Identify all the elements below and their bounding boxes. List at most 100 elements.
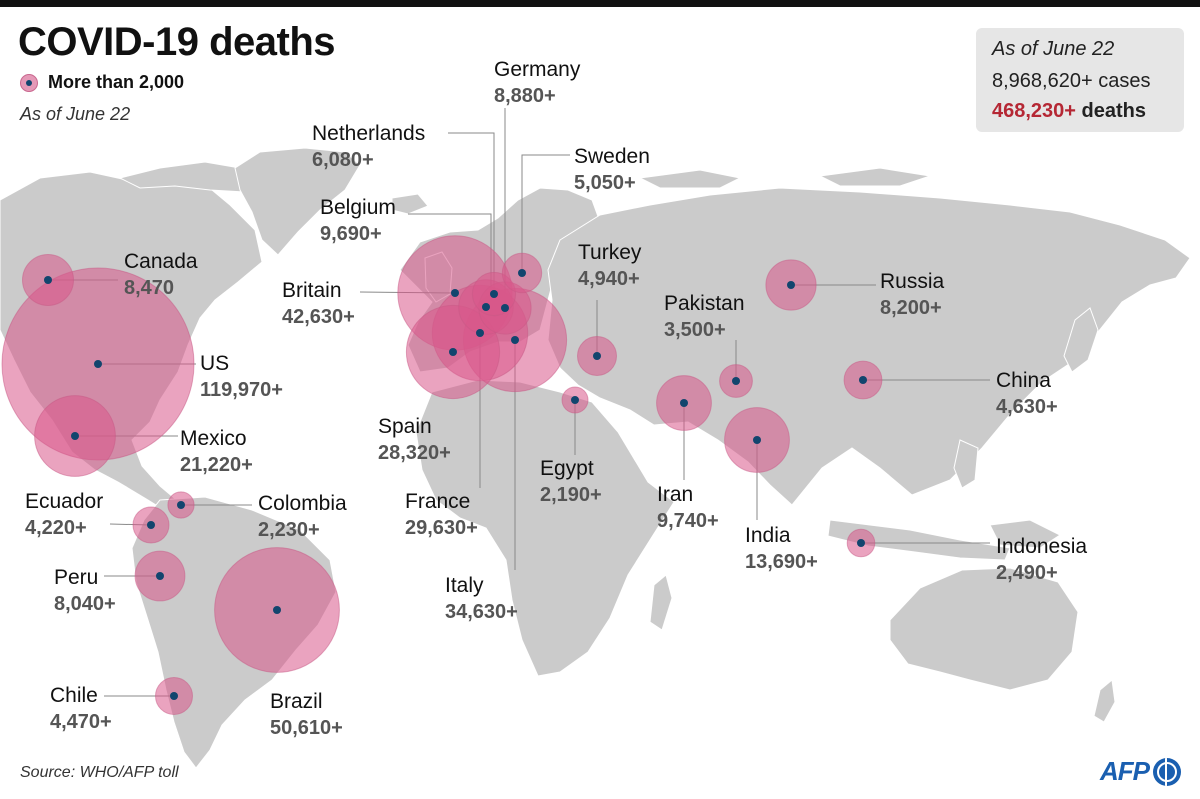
us-dot <box>94 360 102 368</box>
us-deaths-value: 119,970+ <box>200 379 283 401</box>
russia-dot <box>787 281 795 289</box>
turkey-dot <box>593 352 601 360</box>
spain-name-label: Spain <box>378 415 432 438</box>
belgium-dot <box>482 303 490 311</box>
summary-deaths-value: 468,230+ <box>992 100 1076 122</box>
ecuador-dot <box>147 521 155 529</box>
colombia-deaths-value: 2,230+ <box>258 519 320 541</box>
brazil-deaths-value: 50,610+ <box>270 717 343 739</box>
netherlands-name-label: Netherlands <box>312 122 426 145</box>
arctic-islands-land-2 <box>818 167 931 187</box>
us-name-label: US <box>200 352 230 375</box>
sweden-name-label: Sweden <box>574 145 650 168</box>
india-deaths-value: 13,690+ <box>745 551 818 573</box>
peru-deaths-value: 8,040+ <box>54 593 116 615</box>
colombia-name-label: Colombia <box>258 492 347 515</box>
netherlands-leader-line <box>448 132 495 294</box>
italy-name-label: Italy <box>445 574 484 597</box>
egypt-name-label: Egypt <box>540 457 594 480</box>
summary-deaths-label: deaths <box>1081 100 1147 122</box>
indonesia-name-label: Indonesia <box>996 535 1088 558</box>
new-guinea-land <box>989 519 1062 549</box>
china-deaths-value: 4,630+ <box>996 396 1058 418</box>
canada-name-label: Canada <box>124 250 198 273</box>
mexico-dot <box>71 432 79 440</box>
as-of-note: As of June 22 <box>20 104 131 124</box>
peru-name-label: Peru <box>54 566 99 589</box>
ecuador-name-label: Ecuador <box>25 490 104 513</box>
legend: More than 2,000 <box>20 72 184 93</box>
philippines-land <box>953 439 979 489</box>
italy-dot <box>511 336 519 344</box>
iceland-land <box>391 193 429 215</box>
russia-deaths-value: 8,200+ <box>880 297 942 319</box>
summary-date: As of June 22 <box>992 38 1115 60</box>
afp-logo: AFP <box>1100 756 1181 787</box>
belgium-name-label: Belgium <box>320 196 396 219</box>
russia-name-label: Russia <box>880 270 945 293</box>
brazil-dot <box>273 606 281 614</box>
peru-dot <box>156 572 164 580</box>
turkey-name-label: Turkey <box>578 241 642 264</box>
ecuador-deaths-value: 4,220+ <box>25 517 87 539</box>
iran-name-label: Iran <box>657 483 694 506</box>
summary-cases: 8,968,620+ cases <box>992 70 1151 92</box>
canada-dot <box>44 276 52 284</box>
top-rule <box>0 0 1200 7</box>
netherlands-deaths-value: 6,080+ <box>312 149 374 171</box>
sweden-deaths-value: 5,050+ <box>574 172 636 194</box>
india-name-label: India <box>745 524 791 547</box>
colombia-dot <box>177 501 185 509</box>
sweden-dot <box>518 269 526 277</box>
globe-icon <box>1153 757 1181 786</box>
mexico-deaths-value: 21,220+ <box>180 454 253 476</box>
afp-logo-text: AFP <box>1100 756 1150 786</box>
china-dot <box>859 376 867 384</box>
sweden-leader-line <box>521 154 570 273</box>
asia-land <box>547 187 1191 506</box>
belgium-deaths-value: 9,690+ <box>320 223 382 245</box>
indonesia-dot <box>857 539 865 547</box>
spain-deaths-value: 28,320+ <box>378 442 451 464</box>
source-note: Source: WHO/AFP toll <box>20 764 179 781</box>
france-dot <box>476 329 484 337</box>
pakistan-deaths-value: 3,500+ <box>664 319 726 341</box>
canada-deaths-value: 8,470 <box>124 277 175 299</box>
legend-label: More than 2,000 <box>48 72 185 92</box>
britain-deaths-value: 42,630+ <box>282 306 355 328</box>
indonesia-deaths-value: 2,490+ <box>996 562 1058 584</box>
egypt-deaths-value: 2,190+ <box>540 484 602 506</box>
australia-land <box>889 567 1079 691</box>
france-name-label: France <box>405 490 471 513</box>
madagascar-land <box>649 574 673 631</box>
pakistan-dot <box>732 377 740 385</box>
iran-deaths-value: 9,740+ <box>657 510 719 532</box>
new-zealand-land <box>1093 679 1116 723</box>
arctic-islands-land <box>638 169 742 189</box>
germany-deaths-value: 8,880+ <box>494 85 556 107</box>
chile-dot <box>170 692 178 700</box>
pakistan-name-label: Pakistan <box>664 292 745 315</box>
chart-title: COVID-19 deaths <box>18 20 336 64</box>
brazil-name-label: Brazil <box>270 690 323 713</box>
mexico-name-label: Mexico <box>180 427 247 450</box>
chile-deaths-value: 4,470+ <box>50 711 112 733</box>
italy-deaths-value: 34,630+ <box>445 601 518 623</box>
france-deaths-value: 29,630+ <box>405 517 478 539</box>
britain-dot <box>451 289 459 297</box>
germany-name-label: Germany <box>494 58 581 81</box>
spain-dot <box>449 348 457 356</box>
legend-bubble-icon <box>20 73 38 92</box>
iran-dot <box>680 399 688 407</box>
britain-name-label: Britain <box>282 279 342 302</box>
turkey-deaths-value: 4,940+ <box>578 268 640 290</box>
germany-dot <box>501 304 509 312</box>
location-dots <box>44 269 867 700</box>
summary-deaths: 468,230+ deaths <box>992 100 1146 123</box>
china-name-label: China <box>996 369 1051 392</box>
greenland-land <box>234 147 361 256</box>
india-dot <box>753 436 761 444</box>
netherlands-dot <box>490 290 498 298</box>
chile-name-label: Chile <box>50 684 98 707</box>
